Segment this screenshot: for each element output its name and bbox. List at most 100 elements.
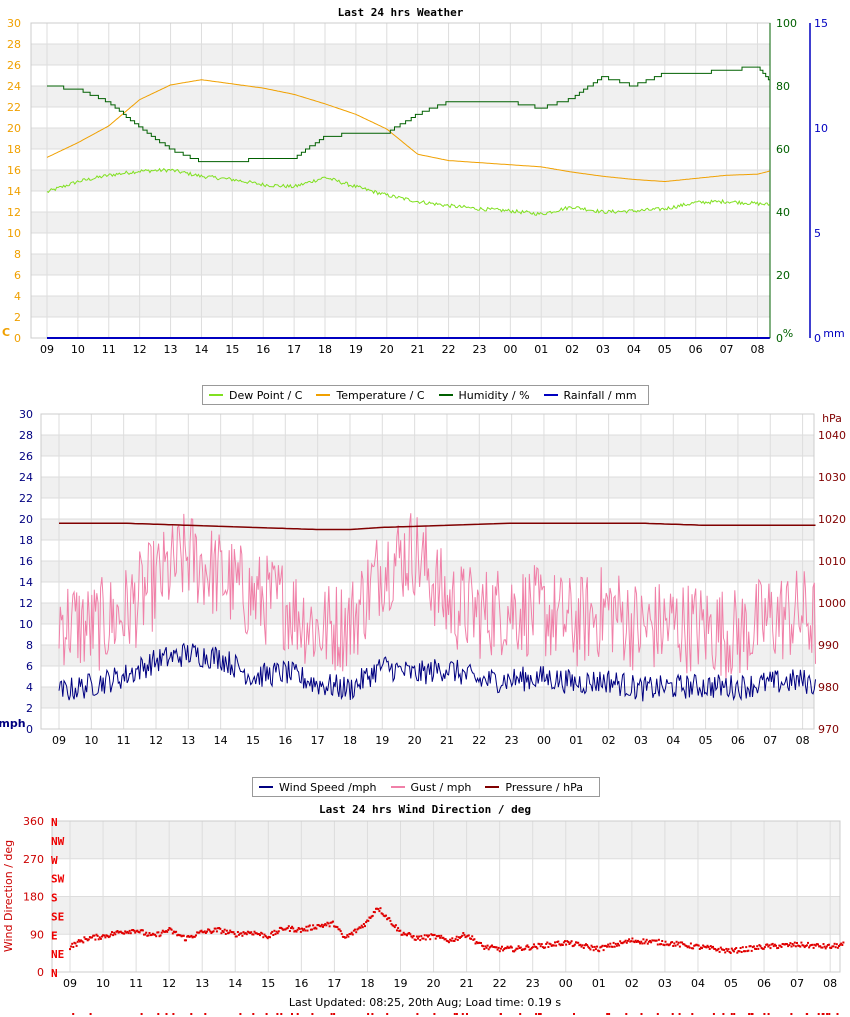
last-updated-text: Last Updated: 08:25, 20th Aug; Load time…: [288, 996, 562, 1009]
direction-point: [695, 943, 698, 946]
direction-point: [547, 946, 550, 948]
direction-point: [534, 945, 537, 948]
direction-point: [228, 931, 231, 934]
chart-band: [41, 477, 814, 498]
legend-label: Rainfall / mm: [563, 388, 637, 402]
direction-point: [501, 945, 503, 948]
direction-point: [758, 944, 761, 947]
legend-swatch: [209, 394, 223, 396]
direction-point: [355, 931, 358, 934]
direction-point: [766, 943, 769, 946]
direction-point: [377, 908, 380, 911]
direction-point: [155, 935, 158, 938]
direction-point: [372, 911, 375, 913]
direction-point: [571, 945, 574, 948]
direction-point: [421, 937, 424, 940]
direction-point: [684, 944, 687, 947]
direction-point: [741, 946, 744, 949]
x-tick-label: 02: [565, 343, 579, 356]
direction-point: [602, 949, 605, 952]
chart-band: [31, 296, 770, 317]
direction-point: [620, 942, 623, 944]
x-tick-label: 08: [750, 343, 764, 356]
pressure-tick-label: 1020: [818, 513, 846, 526]
plot-frame: [51, 820, 841, 973]
direction-point: [824, 947, 827, 950]
x-tick-label: 08: [796, 734, 810, 747]
direction-point: [347, 935, 350, 938]
direction-point: [738, 950, 741, 953]
direction-point: [680, 941, 682, 944]
direction-marker: [539, 1013, 542, 1015]
direction-marker: [371, 1013, 374, 1015]
direction-point: [423, 934, 426, 937]
direction-point: [462, 932, 465, 934]
direction-point: [697, 944, 700, 947]
direction-point: [543, 946, 545, 949]
direction-point: [297, 927, 300, 929]
direction-point: [841, 944, 844, 946]
direction-point: [610, 945, 613, 948]
x-tick-label: 07: [763, 734, 777, 747]
direction-point: [577, 941, 580, 944]
direction-point: [830, 947, 833, 949]
x-tick-label: 15: [261, 977, 275, 990]
direction-point: [488, 946, 491, 949]
direction-point: [80, 939, 82, 942]
direction-point: [435, 935, 438, 938]
direction-point: [562, 941, 565, 944]
direction-point: [308, 924, 311, 927]
y-tick-label: 6: [14, 269, 21, 282]
x-tick-label: 16: [278, 734, 292, 747]
direction-point: [626, 939, 629, 942]
direction-point: [179, 934, 182, 937]
x-tick-label: 14: [194, 343, 208, 356]
direction-point: [530, 946, 533, 949]
direction-point: [373, 911, 376, 914]
direction-marker: [748, 1013, 751, 1015]
y-tick-label: 18: [19, 534, 33, 547]
direction-point: [612, 941, 615, 944]
direction-point: [557, 940, 560, 943]
direction-point: [203, 930, 206, 933]
direction-point: [655, 939, 658, 942]
direction-point: [403, 933, 406, 936]
direction-point: [681, 941, 684, 944]
direction-point: [190, 934, 193, 937]
direction-point: [751, 946, 754, 949]
direction-point: [583, 944, 586, 947]
direction-point: [391, 924, 394, 927]
x-tick-label: 09: [52, 734, 66, 747]
direction-point: [662, 943, 665, 946]
direction-point: [301, 927, 303, 930]
direction-point: [424, 938, 427, 941]
direction-point: [666, 943, 669, 946]
direction-point: [558, 943, 561, 946]
direction-point: [551, 944, 554, 947]
x-tick-label: 03: [658, 977, 672, 990]
x-tick-label: 06: [757, 977, 771, 990]
x-tick-label: 03: [596, 343, 610, 356]
direction-point: [789, 942, 792, 945]
direction-point: [260, 931, 263, 934]
direction-point: [419, 939, 422, 942]
direction-point: [819, 945, 822, 948]
direction-point: [445, 939, 448, 942]
direction-point: [682, 943, 685, 946]
compass-label: E: [51, 929, 58, 942]
y-tick-label: 22: [19, 492, 33, 505]
legend-item: Wind Speed /mph: [259, 781, 377, 794]
direction-point: [653, 939, 656, 942]
direction-point: [596, 945, 598, 948]
humidity-tick-label: 60: [776, 143, 790, 156]
direction-point: [639, 942, 642, 945]
direction-point: [504, 947, 507, 950]
direction-point: [456, 938, 459, 941]
direction-point: [376, 907, 379, 910]
direction-point: [317, 924, 320, 926]
direction-point: [550, 944, 553, 947]
y-tick-label: 24: [7, 80, 21, 93]
x-tick-label: 13: [164, 343, 178, 356]
direction-point: [763, 946, 766, 949]
direction-point: [352, 929, 355, 932]
